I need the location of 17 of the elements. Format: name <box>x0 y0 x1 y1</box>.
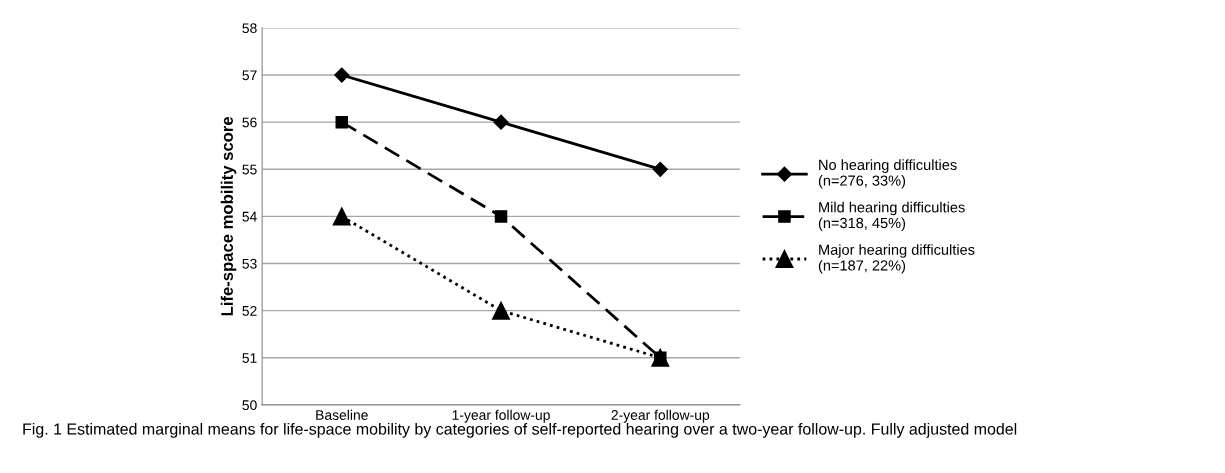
x-tick-label: 2-year follow-up <box>611 409 710 423</box>
y-tick-label: 57 <box>242 70 257 81</box>
legend-label: No hearing difficulties (n=276, 33%) <box>818 159 957 189</box>
y-tick-label: 58 <box>242 23 257 34</box>
y-tick-label: 51 <box>242 353 257 363</box>
y-tick-label: 56 <box>242 117 257 128</box>
legend-label: Major hearing difficulties (n=187, 22%) <box>818 244 975 274</box>
y-tick-label: 55 <box>242 164 257 175</box>
x-tick-label: 1-year follow-up <box>452 409 550 423</box>
y-tick-label: 50 <box>242 400 257 411</box>
y-tick-label: 52 <box>242 305 257 316</box>
x-tick-label: Baseline <box>316 409 368 420</box>
y-tick-label: 54 <box>242 211 257 222</box>
y-axis-title: Life-space mobility score <box>220 116 237 316</box>
legend-label: Mild hearing difficulties (n=318, 45%) <box>818 201 965 232</box>
y-tick-label: 53 <box>242 258 257 269</box>
caption: Fig. 1 Estimated marginal means for life-space mobility by categories of self-reported hearing over a two-year follow-up. Fully adjusted model <box>23 422 1017 438</box>
